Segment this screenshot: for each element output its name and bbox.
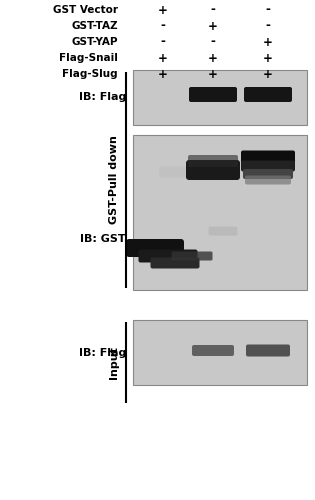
FancyBboxPatch shape [159, 166, 191, 177]
Text: IB: GST: IB: GST [80, 234, 126, 244]
FancyBboxPatch shape [243, 169, 293, 179]
Text: +: + [263, 52, 273, 64]
FancyBboxPatch shape [133, 320, 307, 385]
FancyBboxPatch shape [139, 250, 198, 262]
Text: +: + [158, 68, 168, 80]
Text: +: + [263, 68, 273, 80]
Text: +: + [158, 52, 168, 64]
Text: -: - [161, 20, 165, 32]
Text: GST Vector: GST Vector [53, 5, 118, 15]
FancyBboxPatch shape [126, 239, 184, 257]
FancyBboxPatch shape [244, 87, 292, 102]
FancyBboxPatch shape [189, 87, 237, 102]
Text: +: + [208, 52, 218, 64]
Text: Flag-Snail: Flag-Snail [59, 53, 118, 63]
Text: IB: Flag: IB: Flag [79, 348, 126, 358]
Text: IB: Flag: IB: Flag [79, 92, 126, 102]
Text: -: - [266, 20, 271, 32]
Text: +: + [208, 68, 218, 80]
FancyBboxPatch shape [188, 155, 238, 167]
Text: GST-Pull down: GST-Pull down [109, 136, 119, 224]
FancyBboxPatch shape [245, 176, 291, 184]
Text: +: + [158, 4, 168, 16]
Text: GST-YAP: GST-YAP [72, 37, 118, 47]
FancyBboxPatch shape [241, 150, 295, 164]
Text: -: - [161, 36, 165, 49]
Text: +: + [263, 36, 273, 49]
FancyBboxPatch shape [192, 345, 234, 356]
FancyBboxPatch shape [209, 226, 238, 235]
Text: -: - [266, 4, 271, 16]
FancyBboxPatch shape [133, 70, 307, 125]
Text: -: - [210, 4, 215, 16]
Text: Flag-Slug: Flag-Slug [62, 69, 118, 79]
Text: -: - [210, 36, 215, 49]
FancyBboxPatch shape [246, 344, 290, 356]
Text: Input: Input [109, 346, 119, 379]
FancyBboxPatch shape [171, 252, 213, 260]
FancyBboxPatch shape [133, 135, 307, 290]
FancyBboxPatch shape [151, 258, 199, 268]
Text: +: + [208, 20, 218, 32]
FancyBboxPatch shape [186, 160, 240, 180]
FancyBboxPatch shape [241, 160, 295, 172]
Text: GST-TAZ: GST-TAZ [72, 21, 118, 31]
